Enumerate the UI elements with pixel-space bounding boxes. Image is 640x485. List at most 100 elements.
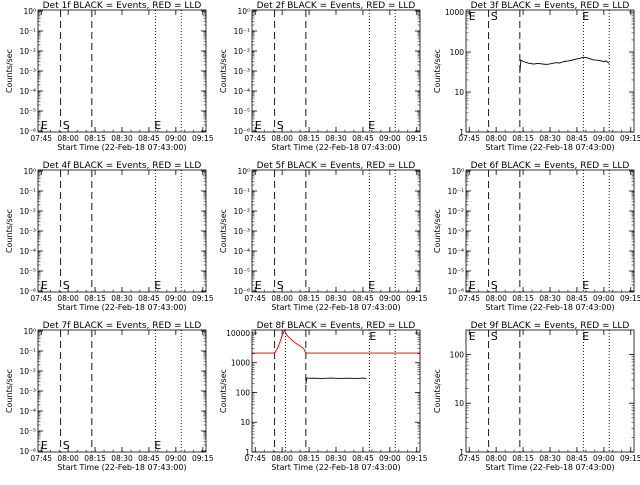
y-tick-label: 10⁻⁵ xyxy=(19,267,36,276)
y-tick-label: 10⁻² xyxy=(19,207,36,216)
panel-det-2: Det 2f BLACK = Events, RED = LLD 07:45 08:… xyxy=(219,1,428,152)
x-tick-label: 09:15 xyxy=(620,134,640,143)
y-tick-label: 10 xyxy=(240,418,250,427)
y-axis-label: Counts/sec xyxy=(5,209,14,253)
x-tick-label: 08:00 xyxy=(57,134,79,143)
x-tick-label: 08:45 xyxy=(138,294,160,303)
panel-det-9: Det 9f BLACK = Events, RED = LLD 07:45 08:… xyxy=(433,321,640,472)
y-tick-label: 10⁻¹ xyxy=(233,27,250,36)
x-tick-label: 09:15 xyxy=(192,454,214,463)
y-tick-label: 10⁰ xyxy=(23,327,36,336)
x-tick-label: 08:15 xyxy=(84,454,106,463)
x-tick-label: 08:30 xyxy=(539,294,561,303)
y-tick-label: 10⁻³ xyxy=(233,67,250,76)
y-tick-label: 10⁻³ xyxy=(233,227,250,236)
x-tick-label: 08:15 xyxy=(512,294,534,303)
x-axis-label: Start Time (22-Feb-18 07:43:00) xyxy=(57,143,186,152)
x-tick-label: 09:15 xyxy=(406,294,428,303)
x-tick-label: 07:45 xyxy=(244,454,266,463)
x-tick-label: 08:30 xyxy=(111,294,133,303)
event-marker-e: E xyxy=(582,10,589,23)
event-marker-s: S xyxy=(63,279,70,292)
x-tick-label: 08:00 xyxy=(485,134,507,143)
y-tick-label: 1 xyxy=(245,448,250,457)
y-tick-label: 10⁻⁴ xyxy=(19,247,36,256)
event-marker-e: E xyxy=(582,330,589,343)
event-marker-e: E xyxy=(582,279,589,292)
y-tick-label: 10⁻⁶ xyxy=(19,127,36,136)
y-tick-label: 10⁻¹ xyxy=(233,187,250,196)
event-marker-s: S xyxy=(491,10,498,23)
y-tick-label: 1 xyxy=(459,128,464,137)
x-tick-label: 08:45 xyxy=(138,134,160,143)
y-tick-label: 10⁻² xyxy=(447,207,464,216)
x-tick-label: 07:45 xyxy=(244,294,266,303)
x-tick-label: 08:45 xyxy=(352,134,374,143)
event-marker-e: E xyxy=(41,119,48,132)
x-tick-label: 09:00 xyxy=(593,454,615,463)
x-axis-label: Start Time (22-Feb-18 07:43:00) xyxy=(485,143,614,152)
panel-title: Det 5f BLACK = Events, RED = LLD xyxy=(257,161,416,171)
event-marker-e: E xyxy=(41,279,48,292)
y-tick-label: 10⁻⁵ xyxy=(19,107,36,116)
x-axis-label: Start Time (22-Feb-18 07:43:00) xyxy=(485,463,614,472)
event-marker-e: E xyxy=(469,330,476,343)
x-tick-label: 08:30 xyxy=(325,134,347,143)
y-tick-label: 10⁻³ xyxy=(19,67,36,76)
panel-det-7: Det 7f BLACK = Events, RED = LLD 07:45 08:… xyxy=(5,321,214,472)
x-tick-label: 08:30 xyxy=(325,454,347,463)
panel-det-5: Det 5f BLACK = Events, RED = LLD 07:45 08:… xyxy=(219,161,428,312)
y-tick-label: 10 xyxy=(454,399,464,408)
y-tick-label: 10⁻¹ xyxy=(19,187,36,196)
event-marker-e: E xyxy=(369,330,376,343)
x-tick-label: 09:00 xyxy=(165,454,187,463)
y-tick-label: 10⁻² xyxy=(19,47,36,56)
x-tick-label: 08:30 xyxy=(539,454,561,463)
y-tick-label: 10⁻⁵ xyxy=(233,107,250,116)
y-tick-label: 10⁻⁴ xyxy=(447,247,464,256)
x-tick-label: 09:00 xyxy=(165,134,187,143)
event-marker-e: E xyxy=(154,119,161,132)
y-tick-label: 10⁻⁴ xyxy=(19,407,36,416)
x-tick-label: 09:00 xyxy=(593,134,615,143)
x-tick-label: 09:15 xyxy=(406,134,428,143)
x-tick-label: 08:15 xyxy=(298,134,320,143)
x-axis-label: Start Time (22-Feb-18 07:43:00) xyxy=(271,463,400,472)
y-tick-label: 10⁻⁵ xyxy=(447,267,464,276)
event-marker-s: S xyxy=(277,279,284,292)
x-axis-label: Start Time (22-Feb-18 07:43:00) xyxy=(271,143,400,152)
events-series-line xyxy=(519,56,610,73)
x-tick-label: 09:15 xyxy=(192,294,214,303)
panel-title: Det 3f BLACK = Events, RED = LLD xyxy=(471,1,630,11)
x-axis-label: Start Time (22-Feb-18 07:43:00) xyxy=(57,463,186,472)
x-tick-label: 08:30 xyxy=(111,454,133,463)
y-axis-label: Counts/sec xyxy=(433,209,442,253)
panel-title: Det 2f BLACK = Events, RED = LLD xyxy=(257,1,416,11)
x-tick-label: 08:00 xyxy=(57,454,79,463)
y-axis-label: Counts/sec xyxy=(433,369,442,413)
x-tick-label: 08:30 xyxy=(111,134,133,143)
y-tick-label: 10⁰ xyxy=(237,7,250,16)
y-tick-label: 10⁻⁶ xyxy=(19,447,36,456)
event-marker-s: S xyxy=(63,439,70,452)
y-tick-label: 10⁻² xyxy=(233,207,250,216)
y-tick-label: 100 xyxy=(450,48,465,57)
event-marker-s: S xyxy=(63,119,70,132)
y-tick-label: 10⁰ xyxy=(237,167,250,176)
y-tick-label: 10⁻⁵ xyxy=(19,427,36,436)
x-tick-label: 07:45 xyxy=(458,134,480,143)
y-tick-label: 100 xyxy=(236,388,251,397)
x-tick-label: 08:15 xyxy=(84,294,106,303)
panel-det-8: Det 8f BLACK = Events, RED = LLD 07:45 08:… xyxy=(219,321,428,472)
panel-title: Det 4f BLACK = Events, RED = LLD xyxy=(43,161,202,171)
panel-det-6: Det 6f BLACK = Events, RED = LLD 07:45 08:… xyxy=(433,161,640,312)
y-axis-label: Counts/sec xyxy=(219,369,228,413)
y-axis-label: Counts/sec xyxy=(219,49,228,93)
y-tick-label: 10⁻¹ xyxy=(19,347,36,356)
x-tick-label: 08:15 xyxy=(298,294,320,303)
y-tick-label: 10⁻⁴ xyxy=(19,87,36,96)
y-tick-label: 10⁻¹ xyxy=(447,187,464,196)
x-tick-label: 09:00 xyxy=(593,294,615,303)
lld-series-line xyxy=(252,329,420,354)
